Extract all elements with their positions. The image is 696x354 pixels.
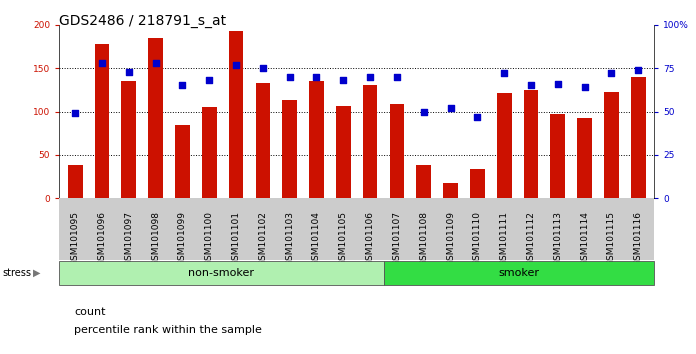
Point xyxy=(311,74,322,80)
Bar xyxy=(68,165,83,198)
Text: GDS2486 / 218791_s_at: GDS2486 / 218791_s_at xyxy=(59,14,226,28)
Point xyxy=(525,82,537,88)
Point xyxy=(498,70,509,76)
Text: smoker: smoker xyxy=(498,268,539,278)
Point xyxy=(177,82,188,88)
Bar xyxy=(59,261,383,285)
Bar xyxy=(577,119,592,198)
Bar xyxy=(122,81,136,198)
Point xyxy=(472,114,483,120)
Bar xyxy=(497,93,512,198)
Point xyxy=(204,78,215,83)
Text: ▶: ▶ xyxy=(33,268,40,278)
Bar xyxy=(336,106,351,198)
Bar xyxy=(551,114,565,198)
Bar xyxy=(604,92,619,198)
Point xyxy=(284,74,295,80)
Text: count: count xyxy=(74,307,106,317)
Point xyxy=(579,84,590,90)
Bar xyxy=(175,125,190,198)
Bar xyxy=(309,81,324,198)
Point xyxy=(258,65,269,71)
Bar xyxy=(95,44,109,198)
Point xyxy=(418,109,429,114)
Bar xyxy=(416,165,431,198)
Bar xyxy=(229,31,244,198)
Bar xyxy=(631,77,645,198)
Bar xyxy=(523,90,538,198)
Bar xyxy=(383,261,654,285)
Bar xyxy=(283,100,297,198)
Point xyxy=(633,67,644,73)
Point xyxy=(97,60,108,66)
Bar xyxy=(255,83,270,198)
Point xyxy=(123,69,134,74)
Text: percentile rank within the sample: percentile rank within the sample xyxy=(74,325,262,335)
Point xyxy=(606,70,617,76)
Text: non-smoker: non-smoker xyxy=(189,268,255,278)
Bar xyxy=(470,169,484,198)
Bar xyxy=(202,107,216,198)
Text: stress: stress xyxy=(2,268,31,278)
Point xyxy=(445,105,456,111)
Point xyxy=(391,74,402,80)
Point xyxy=(552,81,563,87)
Point xyxy=(70,110,81,116)
Point xyxy=(150,60,161,66)
Bar xyxy=(390,104,404,198)
Bar xyxy=(363,85,377,198)
Bar xyxy=(148,38,163,198)
Point xyxy=(338,78,349,83)
Point xyxy=(365,74,376,80)
Point xyxy=(230,62,242,68)
Bar xyxy=(443,183,458,198)
